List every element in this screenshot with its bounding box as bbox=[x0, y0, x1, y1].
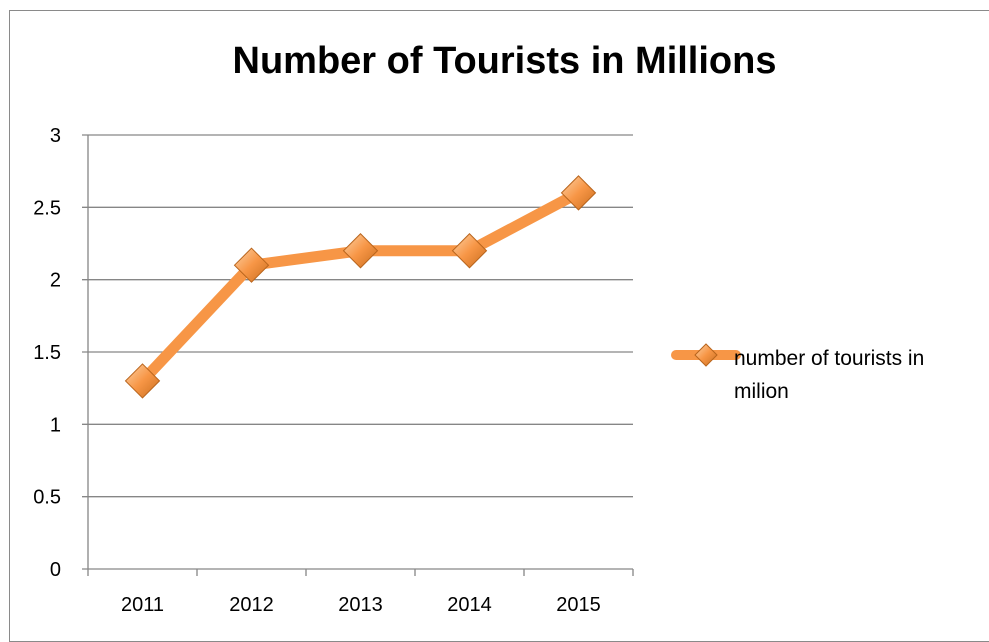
y-tick-label: 2.5 bbox=[33, 197, 61, 219]
series-line bbox=[137, 187, 584, 387]
legend-label: number of tourists in milion bbox=[734, 347, 925, 403]
y-tick-label: 0 bbox=[50, 559, 61, 581]
data-point-marker bbox=[233, 247, 270, 283]
x-tick-label: 2013 bbox=[338, 594, 383, 616]
y-tick-label: 3 bbox=[50, 125, 61, 147]
x-tick-label: 2012 bbox=[229, 594, 274, 616]
legend-marker-icon bbox=[694, 343, 718, 367]
data-point-marker bbox=[560, 175, 597, 211]
chart-title: Number of Tourists in Millions bbox=[232, 40, 777, 82]
data-point-marker bbox=[342, 233, 379, 269]
y-tick-label: 1 bbox=[50, 414, 61, 436]
y-tick-label: 1.5 bbox=[33, 342, 61, 364]
y-tick-label: 2 bbox=[50, 270, 61, 292]
data-point-marker bbox=[124, 363, 161, 399]
x-tick-label: 2015 bbox=[556, 594, 601, 616]
x-tick-label: 2014 bbox=[447, 594, 492, 616]
y-tick-label: 0.5 bbox=[33, 487, 61, 509]
chart-frame bbox=[9, 10, 989, 642]
data-point-marker bbox=[451, 233, 488, 269]
x-tick-label: 2011 bbox=[121, 594, 164, 616]
